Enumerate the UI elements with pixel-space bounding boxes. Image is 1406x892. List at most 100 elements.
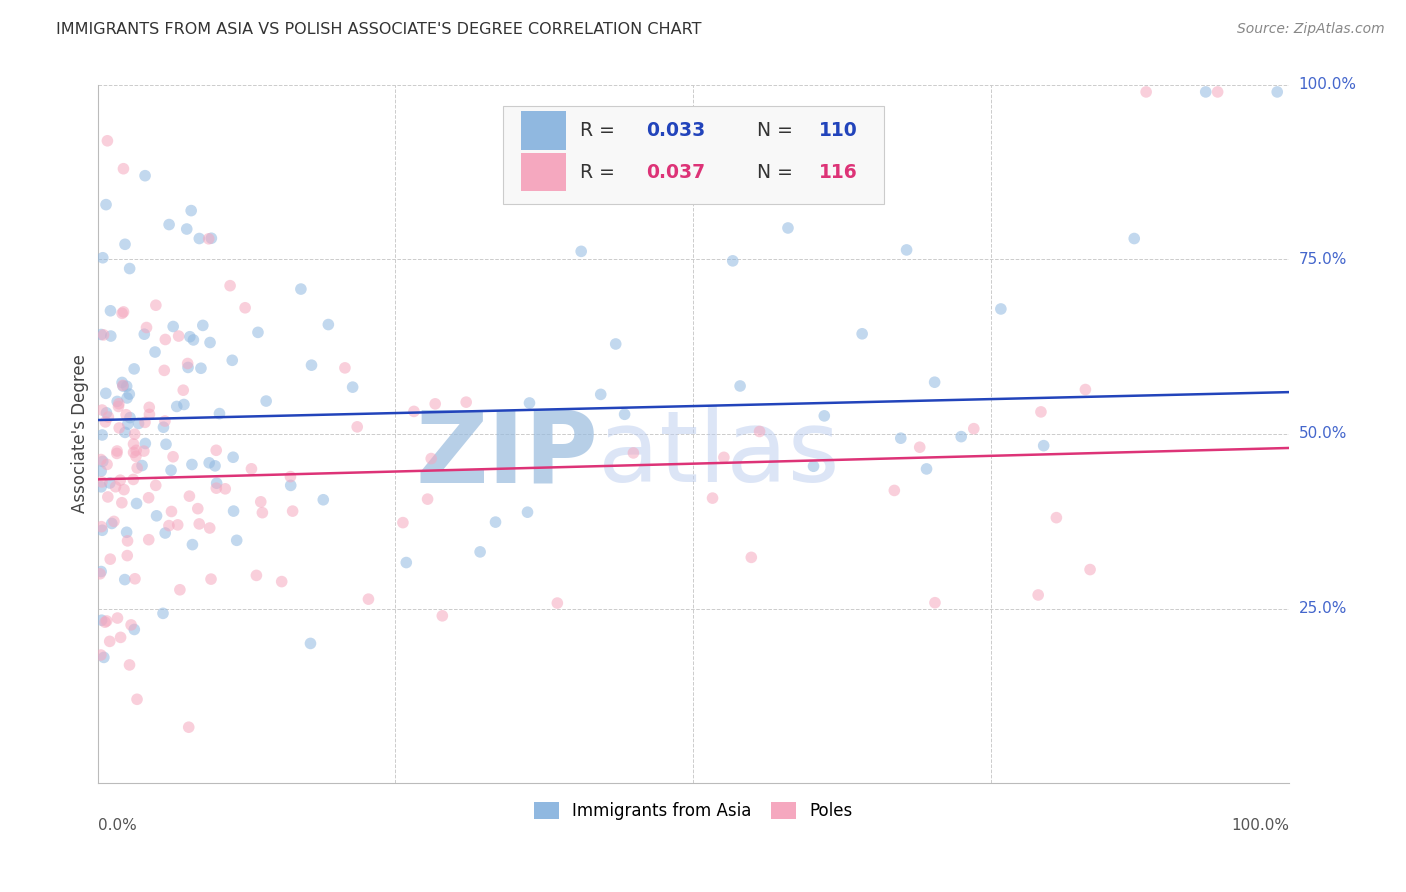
Point bbox=[803, 459, 825, 474]
Point bbox=[605, 337, 627, 351]
Point bbox=[160, 463, 183, 477]
Point bbox=[128, 417, 150, 431]
Point bbox=[188, 231, 211, 245]
Point bbox=[1135, 85, 1157, 99]
Point bbox=[246, 326, 269, 340]
Point bbox=[392, 516, 415, 530]
Point bbox=[204, 458, 226, 473]
Point bbox=[90, 480, 112, 494]
Point bbox=[280, 478, 302, 492]
Point bbox=[112, 379, 135, 393]
Point bbox=[94, 615, 117, 630]
Point bbox=[105, 446, 128, 460]
Point bbox=[122, 437, 145, 451]
Point bbox=[108, 397, 131, 411]
Point bbox=[114, 425, 136, 440]
Point bbox=[198, 335, 221, 350]
Point bbox=[1029, 405, 1052, 419]
Point bbox=[233, 301, 256, 315]
Point bbox=[138, 401, 160, 415]
Point bbox=[112, 305, 135, 319]
Point bbox=[281, 504, 304, 518]
Point bbox=[100, 329, 122, 343]
Point bbox=[200, 572, 222, 586]
Point bbox=[1074, 383, 1097, 397]
Text: ZIP: ZIP bbox=[415, 407, 598, 503]
Point bbox=[160, 504, 183, 518]
Point bbox=[90, 613, 112, 627]
Point bbox=[108, 421, 131, 435]
Point bbox=[908, 440, 931, 454]
Point bbox=[188, 516, 211, 531]
Point bbox=[173, 397, 195, 411]
Point bbox=[205, 481, 228, 495]
Point bbox=[93, 327, 115, 342]
Point bbox=[96, 406, 118, 420]
Point bbox=[176, 357, 198, 371]
Point bbox=[299, 636, 322, 650]
Point bbox=[950, 429, 973, 443]
Point bbox=[851, 326, 873, 341]
Point bbox=[1078, 563, 1101, 577]
Point bbox=[98, 475, 121, 490]
Point bbox=[420, 451, 443, 466]
Point bbox=[91, 523, 114, 537]
Point bbox=[138, 491, 160, 505]
Text: N =: N = bbox=[756, 162, 799, 182]
Point bbox=[125, 692, 148, 706]
Point bbox=[416, 492, 439, 507]
Point bbox=[104, 480, 127, 494]
Point bbox=[157, 218, 180, 232]
Point bbox=[112, 161, 135, 176]
Point bbox=[115, 379, 138, 393]
Point bbox=[546, 596, 568, 610]
Point bbox=[1206, 85, 1229, 99]
Point bbox=[114, 573, 136, 587]
Point bbox=[197, 232, 219, 246]
Point bbox=[145, 478, 167, 492]
Point bbox=[402, 404, 425, 418]
Text: R =: R = bbox=[581, 120, 621, 140]
Point bbox=[318, 318, 340, 332]
Point bbox=[96, 614, 118, 628]
Point bbox=[127, 461, 149, 475]
Point bbox=[166, 517, 188, 532]
Point bbox=[145, 508, 167, 523]
Point bbox=[101, 516, 124, 531]
Point bbox=[117, 533, 139, 548]
Point bbox=[425, 397, 447, 411]
Point bbox=[333, 360, 356, 375]
Point bbox=[90, 519, 112, 533]
Point bbox=[125, 496, 148, 510]
Point bbox=[90, 327, 112, 342]
Point bbox=[254, 394, 277, 409]
Point bbox=[124, 427, 146, 442]
Point bbox=[134, 415, 156, 429]
Point bbox=[91, 454, 114, 468]
Point bbox=[270, 574, 292, 589]
Point bbox=[115, 525, 138, 540]
Point bbox=[103, 515, 125, 529]
Point bbox=[94, 415, 117, 429]
Point bbox=[198, 521, 221, 535]
Point bbox=[179, 489, 201, 503]
Point bbox=[621, 446, 644, 460]
Point bbox=[110, 473, 132, 487]
Point bbox=[200, 231, 222, 245]
Point bbox=[155, 437, 177, 451]
Point bbox=[90, 475, 112, 489]
FancyBboxPatch shape bbox=[520, 153, 565, 192]
Point bbox=[1123, 231, 1146, 245]
Point bbox=[162, 319, 184, 334]
Point bbox=[172, 383, 194, 397]
Point bbox=[118, 410, 141, 425]
Point bbox=[249, 495, 271, 509]
Point bbox=[456, 395, 478, 409]
Text: 100.0%: 100.0% bbox=[1299, 78, 1357, 93]
Point bbox=[91, 428, 114, 442]
Point bbox=[166, 400, 188, 414]
Point bbox=[118, 657, 141, 672]
Text: 0.037: 0.037 bbox=[645, 162, 704, 182]
Point bbox=[93, 650, 115, 665]
Point bbox=[1045, 510, 1067, 524]
